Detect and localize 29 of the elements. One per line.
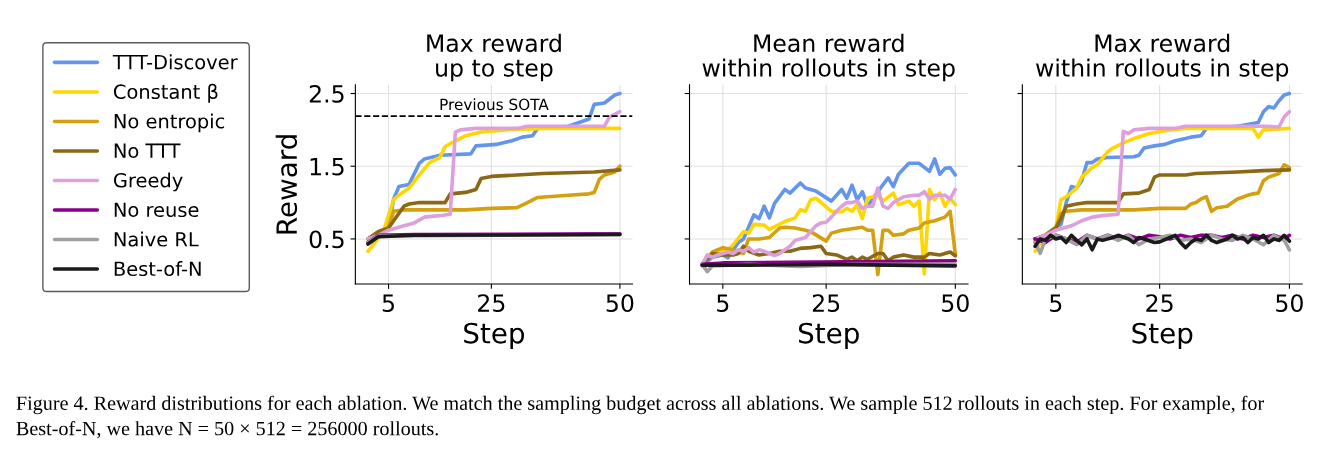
x-axis-title: Step (464, 322, 525, 350)
x-tick-label: 50 (606, 294, 634, 313)
x-axis-title: Step (1132, 322, 1193, 350)
x-tick-label: 25 (812, 294, 840, 313)
ref-line-label: Previous SOTA (440, 98, 549, 111)
legend-label: Best-of-N (114, 261, 201, 277)
y-tick-label: 1.5 (310, 157, 344, 176)
x-tick-label: 5 (382, 294, 394, 313)
x-tick-label: 50 (1276, 294, 1303, 313)
chart-title: Max reward within rollouts in step (1036, 33, 1289, 82)
legend-label: Greedy (113, 172, 183, 192)
legend-label: Constant β (113, 83, 218, 103)
legend-label: No TTT (114, 143, 181, 159)
y-tick-label: 0.5 (309, 230, 344, 249)
legend-label: No entropic (114, 113, 225, 133)
y-axis-title: Reward (275, 135, 298, 234)
legend-label: TTT-Discover (112, 54, 238, 70)
x-tick-label: 25 (1146, 294, 1173, 313)
chart-title: Max reward up to step (427, 33, 561, 82)
y-tick-label: 2.5 (309, 84, 344, 103)
caption: Figure 4. Reward distributions for each ablation. We match the sampling budget across all ablations. We sample 512 rollouts in each step. For example, for Best-of-N, we have N = 50 × 512 = 256000 rollouts. (16, 395, 1265, 439)
x-tick-label: 5 (717, 294, 729, 313)
x-tick-label: 50 (942, 294, 969, 313)
x-axis-title: Step (798, 322, 859, 350)
legend-label: Naive RL (114, 231, 199, 247)
x-tick-label: 25 (478, 294, 505, 313)
x-tick-label: 5 (1050, 294, 1062, 313)
legend-label: No reuse (114, 202, 199, 218)
chart-title: Mean reward within rollouts in step (702, 33, 955, 82)
